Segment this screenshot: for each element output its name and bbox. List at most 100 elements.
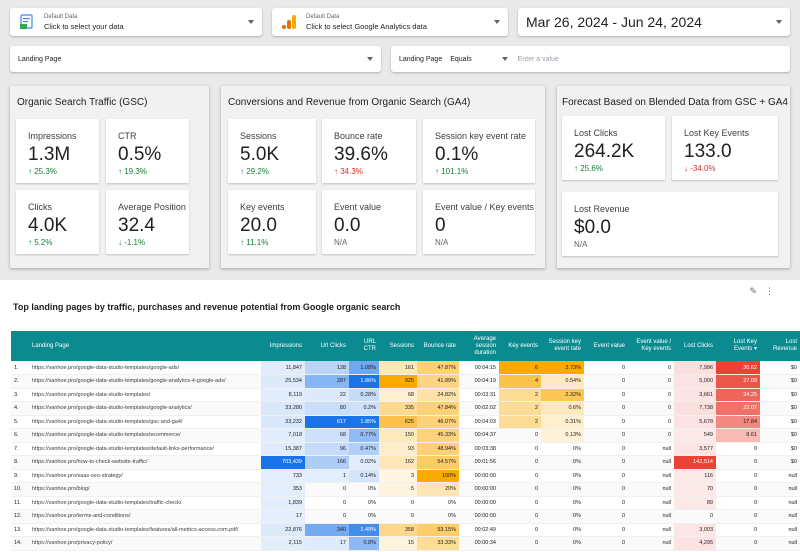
table-cell: 00:04:15 <box>459 361 499 375</box>
column-header[interactable]: Average session duration <box>459 331 499 361</box>
landing-page-url[interactable]: https://vanhoe.pro/google-data-studio-te… <box>29 388 261 402</box>
edit-icon[interactable]: ✎ <box>749 286 757 296</box>
table-cell: 161 <box>379 361 417 375</box>
table-cell: 0 <box>716 455 760 470</box>
scorecard-change: ↓ -34.0% <box>684 164 716 173</box>
table-cell: null <box>628 469 674 483</box>
table-cell: 0 <box>584 374 628 389</box>
table-row[interactable]: 3. https://vanhoe.pro/google-data-studio-… <box>11 388 800 402</box>
table-cell: 0 <box>499 469 541 483</box>
table-cell: 4. <box>11 401 29 416</box>
column-header[interactable]: Url Clicks <box>305 331 349 361</box>
table-cell: 0 <box>305 482 349 497</box>
table-cell: 0% <box>417 509 459 524</box>
table-cell: 0% <box>349 496 379 510</box>
landing-page-url[interactable]: https://vanhoe.pro/google-data-studio-te… <box>29 523 261 537</box>
scorecard-change: ↑ 25.3% <box>28 167 57 176</box>
table-cell: 3,661 <box>674 388 716 402</box>
table-cell: 353 <box>261 482 305 497</box>
scorecard-value: 1.3M <box>28 144 71 165</box>
landing-page-url[interactable]: https://vanhoe.pro/privacy-policy/ <box>29 536 261 551</box>
landing-page-url[interactable]: https://vanhoe.pro/blog/ <box>29 482 261 497</box>
table-cell: 17 <box>261 509 305 524</box>
table-cell: 0 <box>499 496 541 510</box>
table-cell: 00:04:37 <box>459 428 499 443</box>
landing-page-url[interactable]: https://vanhoe.pro/how-to-check-website-… <box>29 455 261 470</box>
table-cell: 0 <box>674 509 716 524</box>
table-cell: 5,000 <box>674 374 716 389</box>
table-cell: 0.54% <box>541 374 584 389</box>
column-header[interactable]: Session key event rate <box>541 331 584 361</box>
table-row[interactable]: 13. https://vanhoe.pro/google-data-studio… <box>11 523 800 537</box>
table-cell: 0% <box>541 455 584 470</box>
scorecard-label: Key events <box>240 202 285 212</box>
landing-page-url[interactable]: https://vanhoe.pro/google-data-studio-te… <box>29 415 261 429</box>
scorecard-label: Lost Key Events <box>684 128 750 138</box>
chevron-down-icon <box>367 57 373 61</box>
table-cell: 25,534 <box>261 374 305 389</box>
landing-page-condition-filter[interactable]: Landing Page Equals Enter a value <box>391 46 790 72</box>
table-cell: 1,839 <box>261 496 305 510</box>
table-cell: 0.31% <box>541 415 584 429</box>
table-row[interactable]: 2. https://vanhoe.pro/google-data-studio-… <box>11 374 800 389</box>
landing-page-url[interactable]: https://vanhoe.pro/saas-seo-strategy/ <box>29 469 261 483</box>
landing-page-url[interactable]: https://vanhoe.pro/terms-and-conditions/ <box>29 509 261 524</box>
scorecard-event-value-per-key-event: Event value / Key events 0 N/A <box>423 190 535 254</box>
table-row[interactable]: 4. https://vanhoe.pro/google-data-studio-… <box>11 401 800 416</box>
table-cell: 2 <box>499 388 541 402</box>
table-cell: 0 <box>499 536 541 551</box>
column-header[interactable]: Lost Revenue <box>760 331 800 361</box>
table-row[interactable]: 12. https://vanhoe.pro/terms-and-conditio… <box>11 509 800 524</box>
more-options-icon[interactable]: ⋮ <box>765 286 774 296</box>
table-row[interactable]: 7. https://vanhoe.pro/google-data-studio-… <box>11 442 800 456</box>
table-cell: 0 <box>584 428 628 443</box>
table-cell: 00:00:00 <box>459 482 499 497</box>
landing-page-url[interactable]: https://vanhoe.pro/google-data-studio-te… <box>29 496 261 510</box>
table-cell: null <box>760 509 800 524</box>
column-header[interactable]: Bounce rate <box>417 331 459 361</box>
table-cell: 33.33% <box>417 536 459 551</box>
table-row[interactable]: 11. https://vanhoe.pro/google-data-studio… <box>11 496 800 510</box>
table-row[interactable]: 6. https://vanhoe.pro/google-data-studio-… <box>11 428 800 443</box>
column-header[interactable]: Sessions <box>379 331 417 361</box>
scorecard-clicks: Clicks 4.0K ↑ 5.2% <box>16 190 99 254</box>
landing-page-url[interactable]: https://vanhoe.pro/google-data-studio-te… <box>29 428 261 443</box>
condition-operator-select[interactable]: Equals <box>450 55 472 63</box>
landing-page-url[interactable]: https://vanhoe.pro/google-data-studio-te… <box>29 442 261 456</box>
column-header[interactable]: Key events <box>499 331 541 361</box>
column-header[interactable]: Event value <box>584 331 628 361</box>
column-header[interactable]: Landing Page <box>29 331 261 361</box>
landing-page-filter-label: Landing Page <box>18 55 62 63</box>
scorecard-change: ↓ -1.1% <box>118 238 146 247</box>
scorecard-bounce-rate: Bounce rate 39.6% ↑ 34.3% <box>322 119 416 183</box>
column-header[interactable]: Impressions <box>261 331 305 361</box>
landing-page-url[interactable]: https://vanhoe.pro/google-data-studio-te… <box>29 401 261 416</box>
scorecard-label: Bounce rate <box>334 131 383 141</box>
scorecard-change: ↑ 29.2% <box>240 167 269 176</box>
date-range-picker[interactable]: Mar 26, 2024 - Jun 24, 2024 <box>518 8 790 36</box>
column-header[interactable]: Event value / Key events <box>628 331 674 361</box>
data-source-selector-ga[interactable]: Default Data Click to select Google Anal… <box>272 8 508 36</box>
table-cell: 1.08% <box>349 361 379 375</box>
column-header[interactable]: URL CTR <box>349 331 379 361</box>
table-row[interactable]: 10. https://vanhoe.pro/blog/353 0 0% 5 20% 00:… <box>11 482 800 497</box>
table-row[interactable]: 1. https://vanhoe.pro/google-data-studio-… <box>11 361 800 375</box>
column-header[interactable] <box>11 331 29 361</box>
table-row[interactable]: 14. https://vanhoe.pro/privacy-policy/2,1… <box>11 536 800 551</box>
scorecard-value: 5.0K <box>240 144 280 165</box>
landing-page-url[interactable]: https://vanhoe.pro/google-data-studio-te… <box>29 374 261 389</box>
column-header[interactable]: Lost Key Events ▾ <box>716 331 760 361</box>
table-row[interactable]: 5. https://vanhoe.pro/google-data-studio-… <box>11 415 800 429</box>
data-source-label: Default Data <box>306 14 340 20</box>
table-cell: null <box>760 496 800 510</box>
table-row[interactable]: 8. https://vanhoe.pro/how-to-check-websit… <box>11 455 800 470</box>
data-source-selector-gsc[interactable]: Default Data Click to select your data <box>10 8 262 36</box>
condition-value-input[interactable]: Enter a value <box>517 55 559 63</box>
scorecard-label: Lost Revenue <box>574 204 630 214</box>
panel-organic-search-traffic: Organic Search Traffic (GSC) Impressions… <box>10 86 209 268</box>
column-header[interactable]: Lost Clicks <box>674 331 716 361</box>
landing-page-url[interactable]: https://vanhoe.pro/google-data-studio-te… <box>29 361 261 375</box>
scorecard-label: Clicks <box>28 202 52 212</box>
landing-page-filter[interactable]: Landing Page <box>10 46 381 72</box>
table-row[interactable]: 9. https://vanhoe.pro/saas-seo-strategy/7… <box>11 469 800 483</box>
